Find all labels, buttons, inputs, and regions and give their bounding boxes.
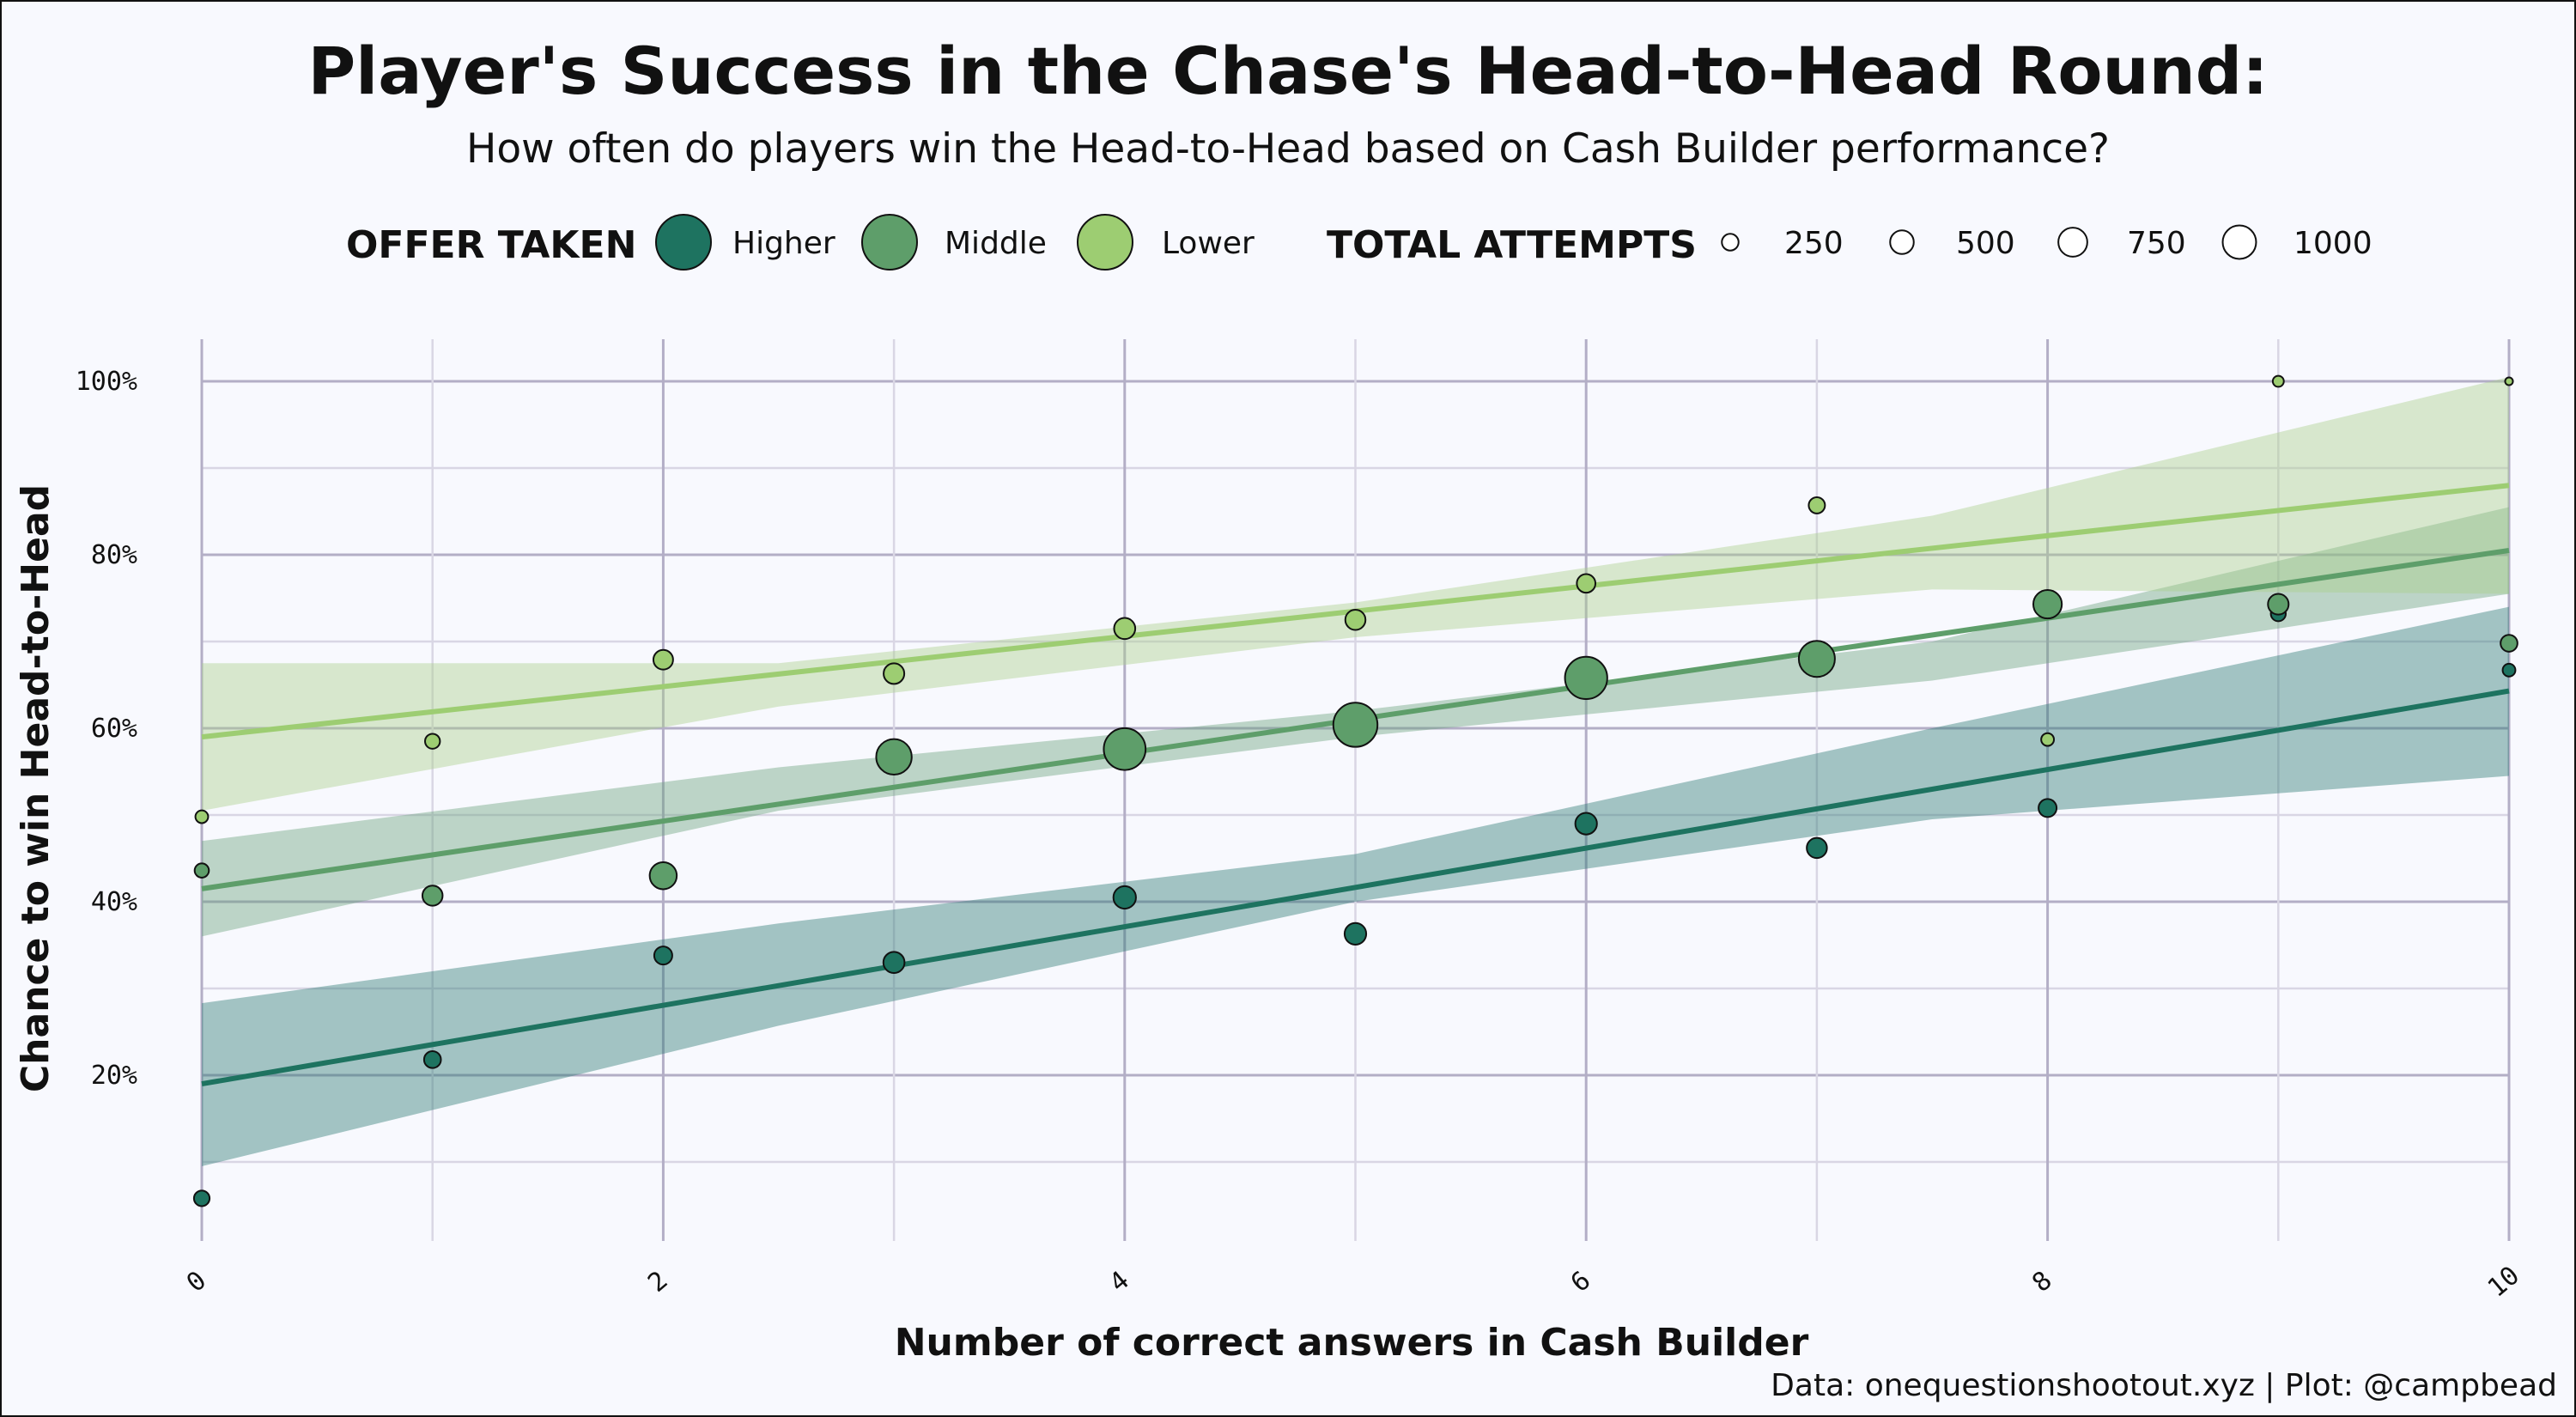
point-middle [2032, 588, 2063, 620]
x-tick-label: 0 [181, 1266, 212, 1298]
point-higher [422, 1049, 442, 1069]
y-tick-label: 60% [91, 714, 137, 744]
point-higher [653, 946, 673, 966]
y-tick-label: 40% [91, 887, 137, 917]
fit-line-higher [201, 688, 2510, 1087]
legend: OFFER TAKEN Higher Middle Lower TOTAL ATTEMP… [346, 214, 2372, 271]
point-lower [1344, 609, 1367, 631]
point-middle [648, 861, 678, 891]
point-higher [1343, 921, 1368, 946]
legend-size-key [2221, 224, 2257, 260]
point-middle [1103, 727, 1147, 771]
x-tick-label: 6 [1565, 1266, 1596, 1298]
y-tick-label: 100% [76, 367, 137, 397]
point-higher [2501, 662, 2517, 678]
band-lower [202, 376, 2509, 811]
chart-caption: Data: onequestionshootout.xyz | Plot: @c… [1771, 1368, 2557, 1403]
point-higher [1574, 812, 1598, 836]
legend-label-higher: Higher [732, 226, 835, 261]
legend-label-lower: Lower [1162, 226, 1255, 261]
point-lower [2504, 376, 2514, 386]
point-middle [875, 738, 913, 775]
x-tick-label: 10 [2482, 1261, 2525, 1304]
point-lower [2040, 732, 2056, 747]
point-lower [1113, 617, 1137, 641]
point-higher [2038, 798, 2058, 818]
legend-key-higher [655, 214, 712, 271]
chart-subtitle: How often do players win the Head-to-Hea… [466, 125, 2110, 173]
point-middle [1797, 640, 1836, 678]
y-axis-title: Chance to win Head-to-Head [14, 484, 58, 1092]
grid [200, 339, 2511, 1241]
point-higher [1806, 836, 1828, 860]
point-lower [194, 809, 210, 824]
y-tick-label: 80% [91, 540, 137, 570]
point-higher [192, 1189, 211, 1207]
point-middle [1564, 655, 1608, 701]
legend-size-label: 750 [2127, 226, 2186, 261]
y-tick-label: 20% [91, 1061, 137, 1091]
point-lower [883, 662, 906, 685]
point-middle [2267, 593, 2290, 616]
chart-title: Player's Success in the Chase's Head-to-… [307, 33, 2269, 109]
x-tick-label: 2 [642, 1266, 673, 1298]
point-middle [421, 885, 444, 907]
point-middle [193, 862, 210, 879]
legend-size-key [2057, 227, 2088, 258]
point-higher [1112, 885, 1137, 910]
legend-label-middle: Middle [945, 226, 1047, 261]
data-points [192, 374, 2518, 1207]
point-higher [882, 951, 906, 975]
point-middle [1332, 702, 1379, 748]
legend-title-attempts: TOTAL ATTEMPTS [1327, 223, 1697, 267]
legend-size-label: 1000 [2293, 226, 2372, 261]
point-lower [2271, 374, 2285, 388]
x-tick-label: 8 [2026, 1266, 2057, 1298]
x-tick-label: 4 [1104, 1266, 1135, 1298]
legend-size-key [1889, 229, 1915, 255]
point-lower [1807, 496, 1826, 514]
legend-size-label: 250 [1784, 226, 1844, 261]
legend-size-key [1721, 233, 1740, 252]
point-middle [2500, 634, 2518, 653]
point-lower [652, 648, 674, 671]
legend-key-lower [1077, 214, 1133, 271]
x-axis-title: Number of correct answers in Cash Builde… [895, 1321, 1809, 1365]
point-lower [1576, 573, 1597, 594]
legend-title-offer: OFFER TAKEN [346, 223, 636, 267]
point-lower [423, 733, 441, 750]
legend-size-label: 500 [1956, 226, 2015, 261]
legend-key-middle [861, 214, 918, 271]
